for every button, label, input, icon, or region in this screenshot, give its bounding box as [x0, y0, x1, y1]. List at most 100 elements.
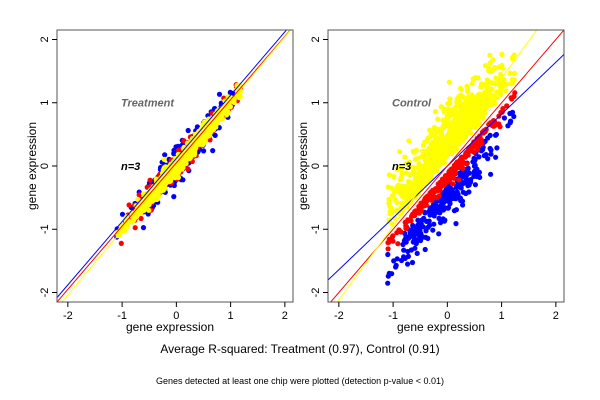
y-tick-label: 1: [39, 100, 51, 106]
data-point: [421, 203, 427, 209]
data-point: [509, 76, 515, 82]
data-point: [119, 211, 126, 217]
y-tick-label: 1: [310, 100, 322, 106]
data-point: [452, 191, 459, 197]
r-squared-caption: Average R-squared: Treatment (0.97), Con…: [160, 342, 440, 356]
data-point: [418, 237, 424, 244]
fit-line-ffff00: [61, 30, 292, 302]
data-point: [469, 81, 475, 87]
data-point: [492, 64, 498, 71]
data-point: [201, 148, 207, 154]
y-tick-label: 0: [310, 163, 322, 169]
data-point: [452, 128, 458, 134]
data-point: [385, 246, 391, 252]
data-point: [394, 199, 400, 206]
data-point: [146, 207, 152, 213]
data-point: [152, 196, 158, 202]
y-tick-label: -2: [310, 288, 322, 298]
data-point: [465, 89, 471, 95]
data-point: [447, 113, 453, 119]
data-point: [458, 118, 464, 125]
data-point: [493, 154, 499, 160]
data-point: [385, 251, 391, 258]
data-point: [431, 221, 437, 227]
data-point: [475, 75, 481, 81]
data-point: [435, 181, 441, 187]
y-tick-label: -1: [39, 224, 51, 234]
data-point: [511, 70, 518, 76]
fit-line-ff0000: [330, 30, 564, 302]
data-point: [441, 160, 447, 166]
series-red: [385, 90, 518, 252]
data-point: [511, 113, 517, 120]
data-point: [507, 120, 513, 126]
data-point: [400, 241, 406, 248]
data-point: [485, 135, 491, 141]
data-point: [471, 139, 477, 145]
data-point: [466, 121, 472, 127]
data-point: [406, 192, 412, 198]
data-point: [496, 121, 502, 127]
data-point: [390, 233, 396, 239]
data-point: [460, 189, 466, 195]
x-axis-title: gene expression: [397, 320, 485, 334]
data-point: [410, 148, 416, 155]
data-point: [497, 71, 503, 77]
data-point: [132, 225, 138, 231]
x-tick-label: 1: [228, 310, 234, 322]
data-point: [437, 220, 444, 226]
data-point: [394, 256, 400, 262]
data-point: [451, 106, 457, 112]
data-point: [457, 109, 463, 115]
data-point: [423, 194, 429, 201]
data-point: [464, 109, 470, 116]
data-point: [488, 171, 494, 177]
data-point: [504, 103, 510, 109]
data-point: [496, 64, 502, 70]
data-point: [437, 210, 443, 216]
data-point: [386, 200, 392, 207]
x-tick-label: 2: [282, 310, 288, 322]
data-point: [454, 146, 460, 152]
data-point: [446, 123, 452, 129]
data-point: [478, 137, 484, 143]
data-point: [476, 154, 482, 160]
data-point: [476, 169, 482, 175]
data-point: [473, 124, 479, 131]
data-point: [456, 177, 462, 183]
data-point: [448, 194, 454, 200]
data-point: [417, 162, 423, 168]
data-point: [214, 119, 220, 126]
data-point: [452, 169, 458, 175]
data-point: [385, 280, 391, 286]
data-point: [488, 151, 494, 157]
data-point: [499, 51, 505, 58]
data-point: [430, 141, 436, 147]
data-point: [483, 102, 489, 108]
data-point: [483, 152, 489, 158]
data-point: [432, 109, 438, 115]
data-point: [136, 192, 142, 198]
x-tick-label: -1: [117, 310, 127, 322]
data-point: [445, 205, 452, 211]
data-point: [435, 116, 441, 122]
data-point: [459, 93, 465, 99]
data-point: [476, 108, 482, 114]
x-tick-label: -1: [388, 310, 398, 322]
data-point: [462, 175, 469, 181]
y-tick-label: 2: [39, 36, 51, 42]
data-point: [397, 177, 403, 183]
data-point: [225, 94, 231, 100]
y-tick-label: 0: [39, 163, 51, 169]
data-point: [487, 87, 493, 93]
series-blue: [385, 109, 517, 286]
data-point: [446, 79, 452, 85]
data-point: [435, 187, 441, 194]
data-point: [126, 202, 132, 208]
data-point: [471, 163, 477, 169]
data-point: [403, 201, 410, 207]
data-point: [478, 98, 484, 104]
data-point: [224, 112, 230, 118]
data-point: [171, 194, 177, 200]
